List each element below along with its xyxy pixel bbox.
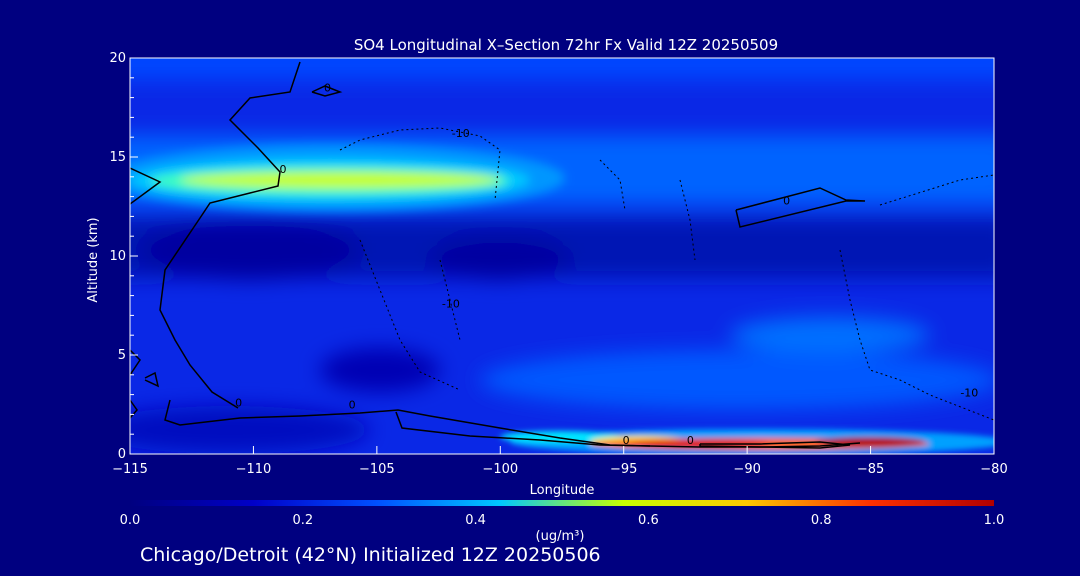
x-axis-label: Longitude [530,483,595,498]
x-tick-label: −100 [482,462,518,477]
dark-patch-2 [430,236,570,280]
contour-label: 0 [235,396,242,409]
x-tick-label: −85 [857,462,884,477]
colorbar-ticks: 0.0 0.2 0.4 0.6 0.8 1.0 [120,513,1005,528]
y-tick-label: 15 [109,150,126,165]
contour-dotted-4 [359,239,461,391]
contour-labels: 0 -10 0 0 -10 0 0 0 0 -10 [235,82,978,447]
x-tick-label: −90 [733,462,760,477]
surface-shadow [130,406,370,454]
contour-lines [130,61,994,449]
lower-blue-2 [730,317,930,353]
contour-label: -10 [960,387,978,400]
dark-patch-1 [140,220,360,280]
x-tick-label: −110 [236,462,272,477]
contour-label: 0 [280,163,287,176]
contour-west-edge [130,167,162,205]
x-tick-label: −115 [112,462,148,477]
contour-label: 0 [687,434,694,447]
chart-title: SO4 Longitudinal X–Section 72hr Fx Valid… [354,36,778,54]
contour-top-loop [311,85,343,97]
colorbar-tick-label: 0.4 [465,513,486,528]
y-ticks: 0 5 10 15 20 [109,51,138,462]
contour-dotted-3 [879,174,994,206]
contour-label: 0 [783,195,790,208]
colorbar [130,500,994,506]
y-tick-label: 5 [118,348,126,363]
top-band [130,58,994,80]
contour-surface-1 [164,399,651,447]
contour-label: -10 [452,127,470,140]
y-tick-label: 20 [109,51,126,66]
y-tick-label: 0 [118,447,126,462]
contour-sw-bottom [130,349,141,376]
contour-east-loop [735,187,866,228]
y-axis-label: Altitude (km) [86,217,101,302]
colorbar-label: (ug/m³) [536,529,585,544]
contour-label: -10 [442,297,460,310]
contour-dotted-7 [679,179,696,261]
contour-small-loop [144,371,160,388]
x-tick-label: −105 [359,462,395,477]
lower-blue-1 [480,350,994,410]
x-tick-label: −80 [980,462,1007,477]
contour-surface-2 [395,411,861,448]
contour-label: 0 [623,434,630,447]
colorbar-tick-label: 0.8 [811,513,832,528]
contour-label: 0 [324,82,331,95]
dark-patch-3 [320,348,440,392]
colorbar-tick-label: 0.6 [638,513,659,528]
contour-sw-bottom2 [130,399,138,419]
contour-dotted-5 [439,259,461,341]
y-tick-label: 10 [109,249,126,264]
heatmap-field: 0 -10 0 0 -10 0 0 0 0 -10 [130,58,994,454]
contour-dotted-6 [839,249,994,421]
upper-plume-core [180,172,500,188]
x-tick-label: −95 [610,462,637,477]
contour-label: 0 [349,398,356,411]
colorbar-tick-label: 0.2 [292,513,313,528]
x-ticks: −115 −110 −105 −100 −95 −90 −85 −80 [112,446,1008,477]
colorbar-tick-label: 0.0 [120,513,141,528]
contour-west-main [159,61,301,409]
contour-surface-3 [699,441,851,449]
footer-text: Chicago/Detroit (42°N) Initialized 12Z 2… [140,544,601,566]
colorbar-tick-label: 1.0 [984,513,1005,528]
